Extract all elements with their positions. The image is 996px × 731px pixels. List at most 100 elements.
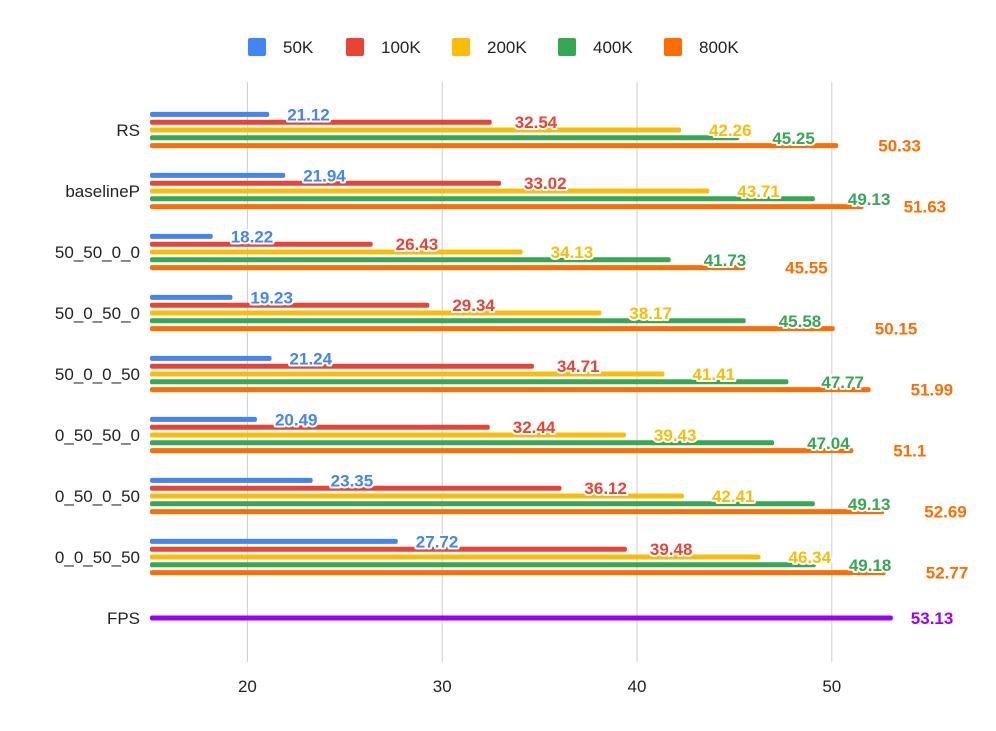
data-label: 18.22 [231, 227, 274, 246]
x-axis-ticks: 20 30 40 50 [238, 677, 841, 696]
x-tick-label: 40 [628, 677, 647, 696]
data-label: 45.25 [772, 129, 815, 148]
legend-label: 200K [487, 38, 527, 57]
data-label: 47.04 [807, 434, 850, 453]
data-label: 43.71 [737, 182, 780, 201]
data-label: 38.17 [629, 304, 672, 323]
bar [150, 326, 835, 332]
bar [150, 111, 270, 117]
bar [150, 379, 789, 385]
category-labels: RS baselineP 50_50_0_0 50_0_50_0 50_0_0_50 0_… [55, 121, 140, 628]
bar [150, 477, 313, 483]
data-label: 53.13 [911, 609, 954, 628]
bar [150, 570, 886, 576]
data-label: 52.77 [926, 564, 969, 583]
legend-label: 100K [381, 38, 421, 57]
bar [150, 318, 746, 324]
bar [150, 196, 815, 202]
category-label: 0_50_0_50 [55, 487, 140, 506]
bar [150, 562, 816, 568]
bar [150, 387, 871, 393]
category-label: 50_0_50_0 [55, 304, 140, 323]
data-label: 32.44 [513, 418, 556, 437]
bar [150, 416, 257, 422]
data-label: 52.69 [924, 503, 967, 522]
bar [150, 241, 373, 247]
legend-swatch [558, 38, 576, 56]
bar [150, 546, 627, 552]
data-label: 41.73 [704, 251, 747, 270]
data-label: 23.35 [331, 471, 374, 490]
bar [150, 143, 839, 149]
data-label: 19.23 [250, 288, 293, 307]
data-label: 26.43 [396, 235, 439, 254]
bar [150, 265, 746, 271]
data-label: 49.13 [848, 495, 891, 514]
bar [150, 501, 815, 507]
data-label: 39.48 [650, 540, 693, 559]
bar [150, 485, 562, 491]
data-label: 49.13 [848, 190, 891, 209]
category-label: 50_0_0_50 [55, 365, 140, 384]
data-label: 42.41 [712, 487, 755, 506]
data-label: 41.41 [692, 365, 735, 384]
bar [150, 172, 286, 178]
bar [150, 233, 213, 239]
bars [150, 111, 893, 621]
data-label: 34.71 [557, 357, 600, 376]
category-label: 0_50_50_0 [55, 426, 140, 445]
bar [150, 180, 502, 186]
data-label: 21.24 [290, 349, 333, 368]
category-label: 50_50_0_0 [55, 243, 140, 262]
bar [150, 355, 272, 361]
legend-swatch [248, 38, 266, 56]
category-label: baselineP [65, 182, 140, 201]
data-label: 46.34 [789, 548, 832, 567]
data-label: 20.49 [275, 410, 318, 429]
bar [150, 135, 740, 141]
bar [150, 509, 885, 515]
legend-label: 400K [593, 38, 633, 57]
legend-label: 50K [283, 38, 314, 57]
data-label: 45.55 [785, 259, 828, 278]
data-label: 51.1 [893, 442, 926, 461]
bar [150, 119, 492, 125]
data-label: 51.63 [904, 198, 947, 217]
data-label: 21.12 [287, 105, 330, 124]
bar [150, 188, 710, 194]
bar [150, 294, 233, 300]
data-label: 50.33 [878, 137, 921, 156]
bar [150, 615, 893, 621]
legend-swatch [664, 38, 682, 56]
data-label: 39.43 [654, 426, 697, 445]
data-labels: 21.12 32.54 42.26 45.25 50.33 21.94 33.02 43.71… [229, 103, 971, 630]
bar [150, 204, 864, 210]
category-label: RS [116, 121, 140, 140]
bar [150, 424, 490, 430]
data-label: 49.18 [849, 556, 892, 575]
bar [150, 554, 761, 560]
bar [150, 257, 671, 263]
data-label: 34.13 [551, 243, 594, 262]
legend-label: 800K [699, 38, 739, 57]
data-label: 29.34 [452, 296, 495, 315]
x-tick-label: 50 [822, 677, 841, 696]
category-label: FPS [107, 609, 140, 628]
bar [150, 538, 398, 544]
bar [150, 440, 775, 446]
bar [150, 448, 854, 454]
bar [150, 127, 682, 133]
bar [150, 432, 626, 438]
legend-swatch [346, 38, 364, 56]
bar [150, 371, 665, 377]
data-label: 42.26 [709, 121, 752, 140]
data-label: 51.99 [911, 381, 954, 400]
legend-swatch [452, 38, 470, 56]
data-label: 36.12 [584, 479, 627, 498]
category-label: 0_0_50_50 [55, 548, 140, 567]
data-label: 33.02 [524, 174, 567, 193]
x-tick-label: 30 [433, 677, 452, 696]
bar [150, 310, 602, 316]
data-label: 21.94 [303, 166, 346, 185]
